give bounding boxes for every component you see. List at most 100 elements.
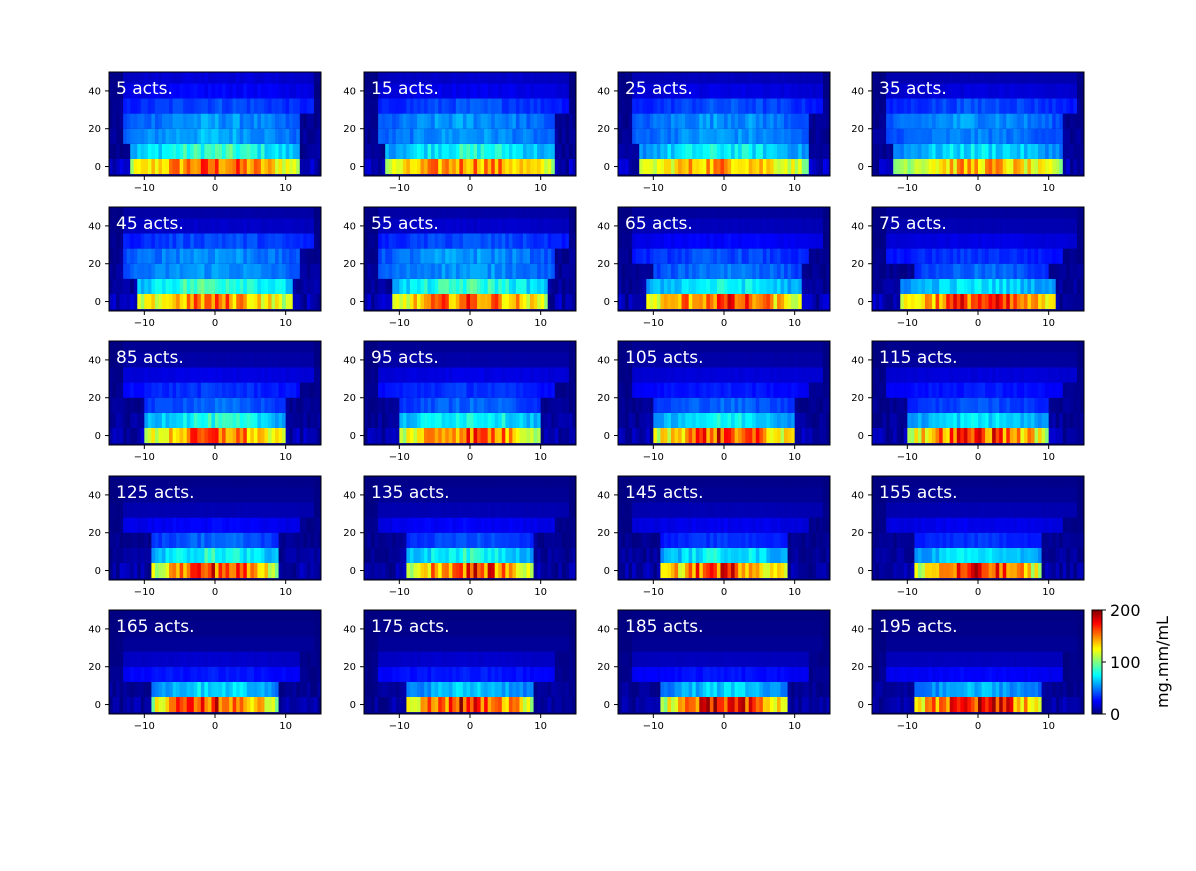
heatmap-cell xyxy=(981,158,986,175)
heatmap-cell xyxy=(1059,72,1064,84)
heatmap-cell xyxy=(229,98,233,114)
heatmap-cell xyxy=(646,218,651,234)
heatmap-cell xyxy=(558,143,563,159)
heatmap-cell xyxy=(462,233,467,249)
heatmap-cell xyxy=(695,83,700,99)
heatmap-cell xyxy=(1041,397,1046,413)
heatmap-cell xyxy=(123,427,127,444)
heatmap-cell xyxy=(133,233,138,249)
heatmap-cell xyxy=(126,397,131,413)
heatmap-cell xyxy=(1066,233,1071,249)
heatmap-cell xyxy=(126,248,131,264)
heatmap-cell xyxy=(151,367,156,383)
heatmap-cell xyxy=(466,143,471,159)
heatmap-cell xyxy=(530,397,534,413)
heatmap-cell xyxy=(561,341,566,353)
heatmap-cell xyxy=(172,341,177,353)
heatmap-cell xyxy=(671,341,675,353)
heatmap-cell xyxy=(515,207,520,219)
heatmap-cell xyxy=(378,98,382,114)
heatmap-cell xyxy=(246,158,251,175)
heatmap-cell xyxy=(572,248,577,264)
heatmap-cell xyxy=(537,382,541,398)
heatmap-cell xyxy=(526,427,531,444)
heatmap-cell xyxy=(667,218,672,234)
heatmap-cell xyxy=(154,382,159,398)
heatmap-cells xyxy=(364,72,577,175)
heatmap-cell xyxy=(299,293,304,310)
heatmap-cell xyxy=(374,98,379,114)
heatmap-cell xyxy=(229,382,233,398)
heatmap-cell xyxy=(1080,98,1085,114)
heatmap-cell xyxy=(250,263,255,279)
heatmap-cell xyxy=(660,341,665,353)
heatmap-cell xyxy=(663,143,668,159)
heatmap-cell xyxy=(960,412,965,428)
heatmap-cell xyxy=(988,233,993,249)
heatmap-cell xyxy=(313,382,318,398)
heatmap-cell xyxy=(222,263,226,279)
heatmap-cell xyxy=(317,263,322,279)
heatmap-cell xyxy=(935,248,940,264)
heatmap-cell xyxy=(367,352,372,368)
heatmap-cell xyxy=(222,113,226,129)
heatmap-cell xyxy=(653,248,658,264)
heatmap-cell xyxy=(745,278,750,294)
heatmap-cell xyxy=(921,412,926,428)
heatmap-cell xyxy=(158,293,163,310)
heatmap-cell xyxy=(635,143,640,159)
heatmap-cell xyxy=(794,218,799,234)
heatmap-cell xyxy=(243,397,248,413)
heatmap-cell xyxy=(381,412,386,428)
heatmap-cell xyxy=(285,158,290,175)
heatmap-cell xyxy=(402,412,407,428)
heatmap-cell xyxy=(484,128,488,144)
heatmap-cell xyxy=(378,412,382,428)
heatmap-cell xyxy=(642,382,647,398)
heatmap-cell xyxy=(533,382,538,398)
heatmap-cell xyxy=(459,412,464,428)
heatmap-cell xyxy=(215,98,219,114)
heatmap-cell xyxy=(985,427,989,444)
heatmap-cell xyxy=(642,98,647,114)
heatmap-cell xyxy=(434,397,439,413)
heatmap-cell xyxy=(310,98,315,114)
heatmap-cell xyxy=(963,248,968,264)
heatmap-cell xyxy=(364,113,368,129)
heatmap-cell xyxy=(671,278,675,294)
heatmap-cell xyxy=(441,98,446,114)
heatmap-cell xyxy=(445,143,450,159)
heatmap-cell xyxy=(762,248,767,264)
heatmap-cell xyxy=(282,427,286,444)
heatmap-cell xyxy=(112,263,117,279)
heatmap-cell xyxy=(896,72,901,84)
heatmap-cell xyxy=(215,83,219,99)
heatmap-cell xyxy=(731,113,735,129)
heatmap-cell xyxy=(424,113,428,129)
heatmap-cell xyxy=(731,207,735,219)
heatmap-cell xyxy=(285,248,290,264)
heatmap-cell xyxy=(123,367,127,383)
heatmap-cell xyxy=(197,412,202,428)
heatmap-cell xyxy=(632,113,636,129)
heatmap-cell xyxy=(515,341,520,353)
heatmap-cell xyxy=(144,113,149,129)
heatmap-cell xyxy=(896,293,901,310)
heatmap-cell xyxy=(501,83,506,99)
heatmap-cell xyxy=(1041,233,1046,249)
heatmap-cell xyxy=(787,382,792,398)
heatmap-cell xyxy=(992,98,996,114)
heatmap-cell xyxy=(289,341,294,353)
heatmap-cell xyxy=(777,218,781,234)
heatmap-cell xyxy=(688,207,693,219)
heatmap-cell xyxy=(530,158,534,175)
heatmap-cell xyxy=(942,207,947,219)
heatmap-cell xyxy=(572,98,577,114)
heatmap-cell xyxy=(313,427,318,444)
heatmap-cell xyxy=(176,207,180,219)
heatmap-cell xyxy=(271,98,276,114)
heatmap-cell xyxy=(618,233,622,249)
heatmap-cell xyxy=(480,248,485,264)
heatmap-cell xyxy=(540,397,545,413)
heatmap-cell xyxy=(780,367,785,383)
